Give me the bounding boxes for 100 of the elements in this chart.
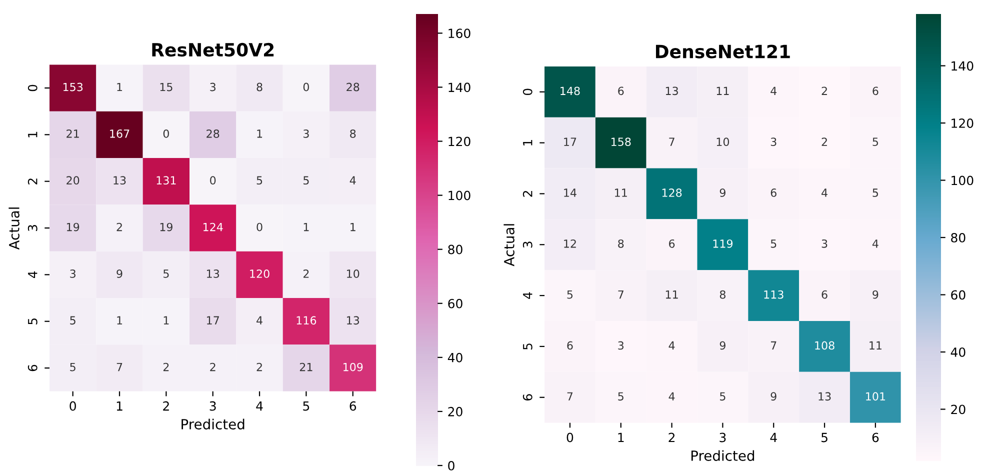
color-bar-label: 0 [448, 460, 454, 470]
data-label: 3 [770, 138, 776, 146]
data-label: 11 [615, 188, 627, 197]
x-axis-title: Predicted [182, 418, 244, 430]
chart-title: DenseNet121 [656, 44, 790, 58]
data-label: 17 [207, 316, 219, 324]
data-label: 7 [618, 290, 624, 299]
data-label: 6 [872, 86, 878, 96]
data-label: 1 [304, 222, 309, 232]
data-label: 167 [110, 129, 130, 138]
data-label: 5 [720, 392, 726, 401]
y-tick-label: 2 [522, 190, 532, 197]
x-tick-label: 5 [822, 432, 828, 442]
data-label: 113 [764, 290, 784, 299]
data-label: 7 [567, 392, 573, 400]
chart-title: ResNet50V2 [152, 42, 274, 57]
data-label: 5 [304, 176, 309, 185]
y-axis-title: Actual [8, 208, 20, 250]
x-tick-label: 5 [303, 401, 310, 411]
data-label: 5 [567, 290, 573, 299]
data-label: 6 [669, 239, 675, 248]
data-label: 0 [303, 82, 309, 92]
color-bar-label: 120 [952, 118, 974, 128]
data-label: 1 [350, 222, 356, 232]
data-label: 1 [257, 130, 262, 138]
data-label: 2 [822, 86, 827, 95]
color-bar-label: 60 [448, 298, 462, 308]
data-label: 9 [720, 188, 726, 197]
data-label: 13 [818, 392, 831, 401]
data-label: 8 [350, 129, 356, 138]
data-label: 7 [770, 341, 776, 350]
data-label: 4 [822, 188, 828, 197]
data-label: 101 [866, 392, 886, 401]
data-label: 116 [296, 316, 316, 325]
x-tick-label: 0 [566, 432, 574, 442]
data-label: 5 [70, 362, 76, 372]
data-label: 7 [116, 362, 122, 372]
data-label: 148 [560, 86, 580, 96]
data-label: 21 [300, 362, 312, 372]
data-label: 3 [304, 129, 309, 138]
data-label: 0 [163, 129, 169, 138]
y-tick-label: 6 [28, 364, 38, 372]
data-label: 128 [662, 188, 682, 197]
y-tick-label: 4 [28, 271, 38, 278]
data-label: 4 [770, 86, 777, 95]
data-label: 13 [347, 316, 360, 325]
color-bar-label: 40 [448, 352, 462, 362]
data-label: 5 [872, 188, 878, 197]
data-label: 2 [822, 138, 827, 146]
data-label: 13 [207, 269, 220, 278]
data-label: 7 [669, 138, 674, 146]
color-bar-label: 20 [448, 406, 462, 416]
color-bar-label: 120 [448, 136, 470, 146]
data-label: 21 [66, 129, 79, 138]
y-tick-label: 5 [28, 318, 38, 324]
data-label: 2 [256, 362, 262, 372]
y-tick-label: 3 [28, 225, 38, 232]
x-tick-label: 4 [256, 401, 263, 411]
data-label: 10 [716, 138, 730, 146]
x-tick-label: 1 [116, 401, 122, 411]
data-label: 5 [872, 138, 878, 146]
color-bar-label: 40 [950, 347, 966, 357]
data-label: 15 [160, 82, 172, 92]
data-label: 19 [66, 222, 80, 232]
y-tick-label: 1 [523, 140, 532, 146]
y-tick-label: 0 [28, 84, 38, 92]
data-label: 11 [666, 290, 678, 299]
data-label: 5 [70, 316, 76, 325]
x-tick-label: 1 [618, 432, 624, 442]
y-tick-label: 6 [522, 394, 532, 400]
data-label: 17 [564, 138, 576, 146]
data-label: 9 [720, 341, 726, 350]
x-tick-label: 4 [770, 432, 777, 442]
color-bar-label: 140 [448, 82, 470, 92]
y-tick-label: 4 [523, 292, 532, 299]
color-bar-label: 60 [951, 290, 966, 300]
y-tick-label: 5 [523, 344, 532, 350]
data-label: 5 [618, 392, 624, 401]
data-label: 10 [347, 269, 360, 278]
data-label: 28 [346, 82, 360, 92]
data-label: 2 [210, 362, 216, 372]
data-label: 11 [716, 86, 729, 95]
data-label: 20 [66, 176, 80, 185]
data-label: 124 [203, 222, 223, 232]
data-label: 3 [210, 82, 216, 92]
data-label: 6 [822, 290, 828, 299]
data-label: 13 [666, 86, 678, 96]
color-bar-label: 80 [448, 244, 462, 254]
data-label: 12 [564, 239, 576, 248]
data-label: 5 [256, 176, 262, 185]
data-label: 19 [160, 222, 172, 232]
x-tick-label: 0 [70, 401, 76, 411]
data-label: 1 [117, 82, 122, 92]
data-label: 5 [770, 240, 776, 248]
data-label: 120 [250, 269, 270, 278]
data-label: 3 [822, 239, 828, 248]
y-tick-label: 3 [522, 242, 532, 248]
color-bar-label: 140 [952, 61, 974, 71]
data-label: 4 [668, 341, 675, 350]
data-label: 9 [116, 269, 122, 278]
